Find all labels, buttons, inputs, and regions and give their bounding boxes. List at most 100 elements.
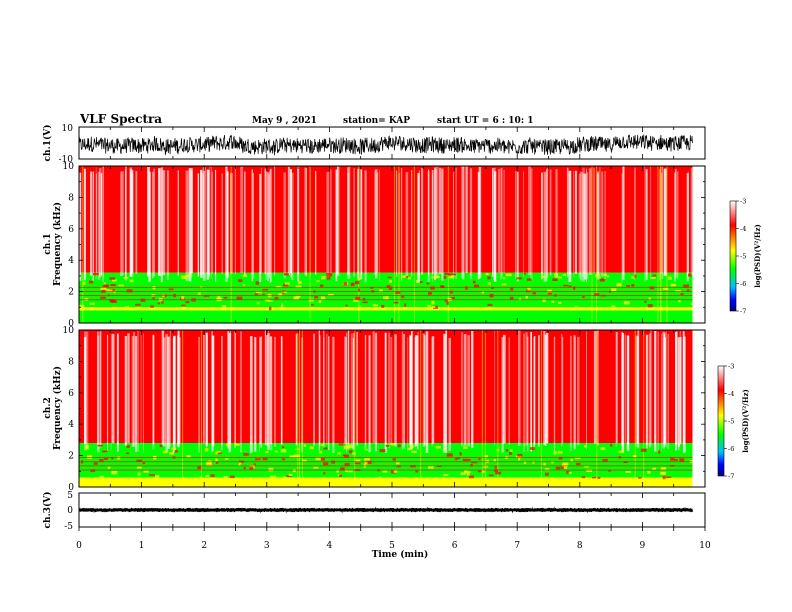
spectrogram-speckle [675, 290, 681, 292]
ch2-colorbar: -3 -4 -5 -6 -7 log(PSD)(V²/Hz) [717, 363, 750, 481]
spectrogram-speckle [625, 470, 631, 473]
spectrogram-striation [621, 333, 625, 453]
spectrogram-striation [240, 166, 244, 273]
spectrogram-speckle [256, 302, 260, 305]
spectrogram-speckle [525, 289, 531, 293]
freq-tick-label: 8 [68, 193, 74, 203]
spectrogram-speckle [123, 277, 129, 279]
spectrogram-speckle [456, 457, 461, 460]
spectrogram-striation [428, 169, 429, 277]
spectrogram-striation [407, 337, 409, 452]
spectrogram-striation [326, 333, 328, 445]
spectrogram-striation [332, 336, 335, 453]
spectrogram-speckle [125, 452, 130, 455]
spectrogram-speckle [310, 304, 314, 306]
spectrogram-striation [125, 169, 127, 280]
spectrogram-speckle [357, 288, 361, 292]
spectrogram-striation [503, 169, 505, 274]
spectrogram-striation [417, 173, 420, 283]
spectrogram-speckle [518, 457, 521, 461]
spectrogram-striation [465, 166, 468, 273]
spectrogram-speckle [428, 465, 434, 469]
spectrogram-striation [593, 331, 597, 444]
spectrogram-speckle [85, 445, 90, 448]
spectrogram-striation [634, 167, 636, 277]
spectrogram-speckle [678, 300, 681, 303]
spectrogram-speckle [150, 305, 154, 308]
spectrogram-impulse [484, 330, 486, 487]
ch1-freq-ticks: 0 2 4 6 8 10 [63, 162, 705, 329]
spectrogram-speckle [99, 459, 104, 463]
spectrogram-speckle [523, 461, 527, 465]
spectrogram-speckle [270, 475, 277, 479]
spectrogram-speckle [387, 276, 392, 279]
spectrogram-speckle [87, 455, 93, 459]
spectrogram-line [79, 295, 693, 297]
spectrogram-speckle [567, 472, 572, 474]
spectrogram-striation [443, 333, 446, 453]
spectrogram-striation [434, 167, 437, 281]
spectrogram-striation [568, 170, 572, 282]
ch1-colorbar-ticks: -3 -4 -5 -6 -7 [736, 198, 746, 316]
spectrogram-striation [396, 170, 398, 277]
spectrogram-speckle [345, 470, 349, 472]
spectrogram-speckle [109, 277, 116, 280]
spectrogram-speckle [249, 466, 253, 470]
spectrogram-speckle [632, 455, 637, 458]
spectrogram-striation [140, 331, 142, 445]
spectrogram-striation [390, 336, 393, 445]
spectrogram-striation [578, 173, 581, 279]
spectrogram-speckle [488, 474, 494, 477]
spectrogram-speckle [295, 448, 300, 451]
freq-tick-label: 6 [68, 389, 74, 399]
spectrogram-impulse [398, 166, 400, 323]
spectrogram-striation [530, 331, 533, 452]
spectrogram-striation [84, 331, 87, 451]
spectrogram-striation [569, 335, 572, 452]
spectrogram-striation [364, 335, 367, 449]
spectrogram-speckle [393, 469, 398, 473]
spectrogram-line [79, 457, 693, 459]
spectrogram-striation [313, 333, 315, 446]
spectrogram-striation [401, 331, 404, 451]
spectrogram-striation [167, 336, 170, 449]
spectrogram-striation [455, 167, 457, 279]
spectrogram-speckle [526, 278, 532, 281]
spectrogram-speckle [243, 466, 246, 470]
spectrogram-speckle [427, 304, 432, 307]
spectrogram-speckle [282, 291, 288, 293]
ch3-ytick-minus5: -5 [64, 522, 73, 532]
spectrogram-impulse [591, 166, 593, 323]
spectrogram-striation [690, 168, 693, 275]
spectrogram-speckle [217, 295, 221, 300]
spectrogram-speckle [468, 459, 471, 461]
spectrogram-speckle [670, 457, 675, 461]
spectrogram-striation [596, 171, 600, 280]
spectrogram-striation [646, 334, 648, 449]
spectrogram-speckle [542, 298, 546, 302]
spectrogram-striation [166, 170, 170, 281]
spectrogram-striation [422, 333, 425, 447]
spectrogram-speckle [281, 458, 286, 461]
spectrogram-speckle [238, 462, 242, 465]
spectrogram-striation [267, 331, 269, 449]
spectrogram-speckle [206, 461, 212, 464]
spectrogram-striation [120, 171, 123, 277]
spectrogram-speckle [162, 450, 168, 454]
spectrogram-striation [295, 333, 298, 446]
spectrogram-striation [337, 166, 339, 275]
spectrogram-speckle [555, 466, 561, 470]
spectrogram-impulse [657, 166, 659, 323]
spectrogram-striation [405, 172, 409, 277]
time-tick-label: 2 [201, 541, 207, 551]
spectrogram-speckle [295, 295, 301, 298]
spectrogram-striation [97, 335, 100, 448]
spectrogram-striation [546, 169, 548, 281]
start-time-label: start UT = 6 : 10: 1 [437, 116, 534, 126]
spectrogram-speckle [647, 471, 651, 474]
spectrogram-speckle [282, 476, 287, 479]
spectrogram-striation [597, 330, 599, 446]
spectrogram-speckle [284, 282, 290, 285]
spectrogram-striation [662, 331, 666, 449]
spectrogram-speckle [319, 450, 323, 454]
